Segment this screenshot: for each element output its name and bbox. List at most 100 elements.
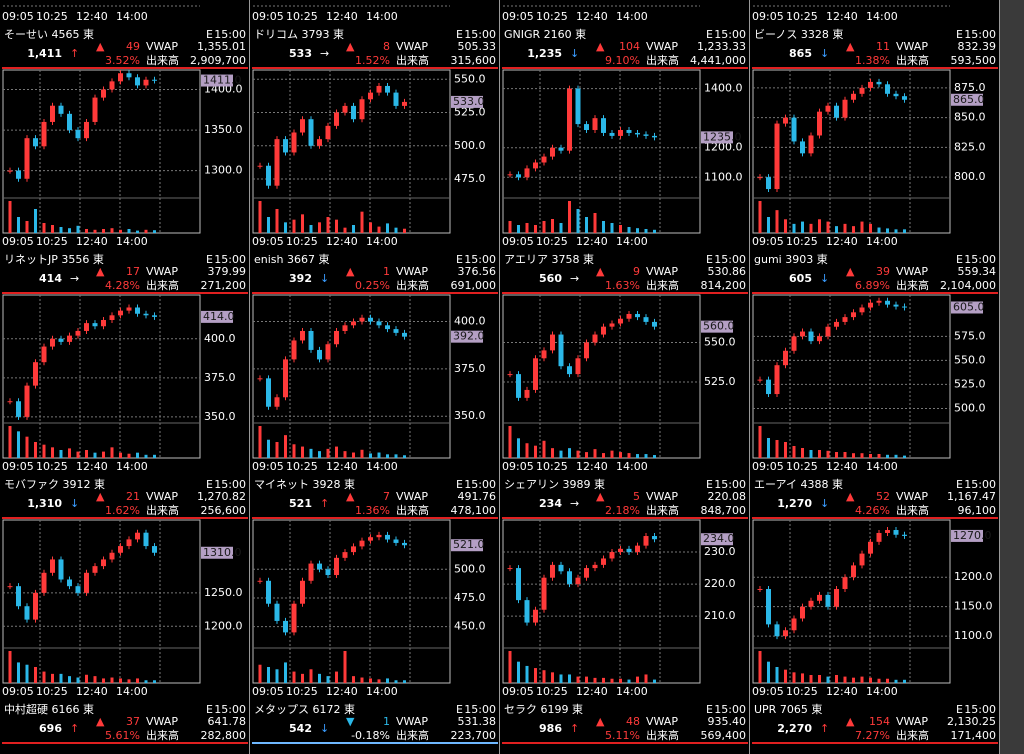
candle (359, 317, 365, 322)
change-pct: 3.52% (105, 54, 140, 67)
e-label: E (706, 28, 713, 41)
candle (50, 105, 55, 122)
volume-bar (68, 676, 71, 683)
candle (67, 335, 72, 342)
change-pct: 1.62% (105, 504, 140, 517)
volume-bar (284, 435, 287, 458)
candle (842, 577, 848, 589)
close-time: 15:00 (964, 28, 996, 41)
vwap-label: VWAP (646, 715, 678, 728)
volume-label: 出来高 (646, 278, 679, 292)
stock-title[interactable]: セラク 6199 東 (504, 703, 583, 716)
volume: 282,800 (201, 729, 247, 742)
volume-bar (644, 454, 648, 458)
y-tick-label: 1400.0 (704, 82, 743, 95)
volume-bar (25, 664, 29, 683)
stock-title[interactable]: ビーノス 3328 東 (754, 28, 843, 41)
stock-title[interactable]: アエリア 3758 東 (504, 253, 594, 266)
volume-bar (318, 451, 321, 458)
candle (342, 325, 348, 331)
price-tag-label: 1310.0 (203, 546, 242, 559)
volume-bar (309, 448, 313, 458)
volume-bar (869, 677, 872, 683)
stock-title[interactable]: シェアリン 3989 東 (504, 478, 605, 491)
change-pct: 1.38% (855, 54, 890, 67)
stock-title[interactable]: gumi 3903 東 (754, 253, 828, 266)
change: 9 (633, 265, 640, 278)
volume-bar (835, 226, 838, 233)
y-tick-label: 525.0 (954, 377, 986, 390)
stock-title[interactable]: エーアイ 4388 東 (754, 478, 843, 491)
volume-bar (110, 447, 114, 458)
time-label: 14:00 (866, 685, 898, 698)
change-pct: 5.61% (105, 729, 140, 742)
volume-bar (360, 211, 364, 233)
stock-title[interactable]: GNIGR 2160 東 (504, 28, 586, 41)
stock-title[interactable]: 中村超硬 6166 東 (4, 702, 94, 716)
stock-title[interactable]: そーせい 4565 東 (4, 28, 94, 41)
y-tick-label: 350.0 (204, 410, 236, 423)
change-mark: ▲ (346, 40, 355, 53)
candle (334, 330, 339, 345)
candle (575, 358, 581, 375)
volume-bar (903, 229, 906, 233)
chart-frame (252, 69, 451, 234)
volume-bar (644, 229, 648, 233)
candle (808, 135, 814, 154)
e-label: E (206, 703, 213, 716)
volume-bar (860, 676, 864, 683)
price-tag-label: 234.0 (703, 532, 735, 545)
vwap: 530.86 (708, 265, 747, 278)
volume-bar (784, 219, 787, 233)
change-pct: 1.52% (355, 54, 390, 67)
volume-bar (869, 223, 872, 233)
header-line (502, 67, 748, 69)
y-tick-label: 800.0 (954, 170, 986, 183)
y-tick-label: 1350.0 (204, 123, 243, 136)
volume: 691,000 (451, 279, 497, 292)
price-tag (701, 320, 733, 333)
price-tag (701, 131, 733, 144)
close-time: 15:00 (714, 253, 746, 266)
volume-bar (267, 217, 270, 233)
volume-bar (903, 679, 906, 683)
volume-bar (602, 677, 605, 683)
volume-bar (153, 680, 156, 683)
volume-bar (784, 442, 787, 458)
candle (143, 532, 149, 547)
volume-bar (886, 678, 889, 683)
trend-arrow: ↑ (70, 722, 79, 735)
volume-bar (619, 452, 622, 458)
e-label: E (706, 703, 713, 716)
chart-frame (502, 294, 701, 459)
candle (567, 366, 572, 375)
volume-bar (369, 678, 372, 683)
y-tick-label: 400.0 (204, 332, 236, 345)
volume-bar (894, 679, 898, 683)
time-label: 14:00 (866, 10, 898, 23)
volume-bar (326, 448, 330, 458)
candle (101, 320, 106, 327)
header-line (252, 292, 498, 294)
candle (24, 138, 30, 179)
stock-title[interactable]: UPR 7065 東 (754, 703, 822, 716)
volume-bar (102, 229, 105, 233)
time-label: 14:00 (116, 460, 148, 473)
stock-title[interactable]: リネットJP 3556 東 (4, 253, 104, 266)
stock-title[interactable]: enish 3667 東 (254, 253, 330, 266)
y-tick-label: 500.0 (954, 401, 986, 414)
stock-title[interactable]: メタップス 6172 東 (254, 703, 355, 716)
candle (92, 97, 98, 122)
stock-title[interactable]: ドリコム 3793 東 (254, 28, 344, 41)
time-label: 14:00 (616, 460, 648, 473)
stock-title[interactable]: マイネット 3928 東 (254, 478, 355, 491)
price-tag (201, 74, 233, 87)
volume-bar (559, 223, 563, 233)
time-label: 12:40 (826, 10, 858, 23)
volume-bar (352, 225, 355, 233)
time-label: 10:25 (36, 235, 68, 248)
volume-bar (653, 679, 656, 683)
stock-title[interactable]: モバファク 3912 東 (4, 478, 105, 491)
time-label: 14:00 (366, 460, 398, 473)
candle (118, 546, 123, 553)
